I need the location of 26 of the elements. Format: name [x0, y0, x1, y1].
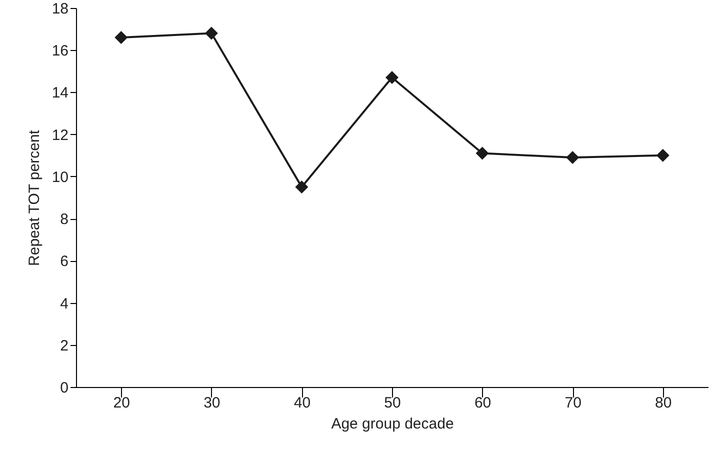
y-axis-title: Repeat TOT percent — [26, 129, 43, 266]
y-tick-label: 18 — [52, 0, 68, 18]
x-tick-label: 70 — [564, 394, 582, 412]
x-tick-label: 40 — [294, 394, 311, 412]
y-tick-label: 2 — [60, 337, 68, 354]
point — [566, 150, 580, 164]
x-axis-title: Age group decade — [331, 416, 454, 432]
y-tick-label: 14 — [52, 84, 68, 102]
x-tick-label: 60 — [474, 394, 492, 412]
point — [385, 70, 399, 84]
y-tick-label: 0 — [60, 380, 68, 396]
x-tick-label: 50 — [384, 394, 401, 412]
y-tick-label: 10 — [52, 168, 68, 186]
y-tick-label: 12 — [52, 126, 68, 144]
y-tick-label: 6 — [60, 253, 68, 270]
y-tick-label: 4 — [60, 295, 68, 312]
point — [114, 30, 128, 44]
x-tick-label: 20 — [113, 394, 130, 412]
point — [295, 180, 308, 194]
y-tick-label: 16 — [52, 42, 68, 60]
point — [204, 26, 218, 40]
x-tick-label: 30 — [204, 394, 220, 412]
x-tick-label: 80 — [655, 394, 672, 412]
point — [476, 146, 489, 160]
point — [656, 148, 670, 162]
y-tick-label: 8 — [60, 211, 68, 228]
